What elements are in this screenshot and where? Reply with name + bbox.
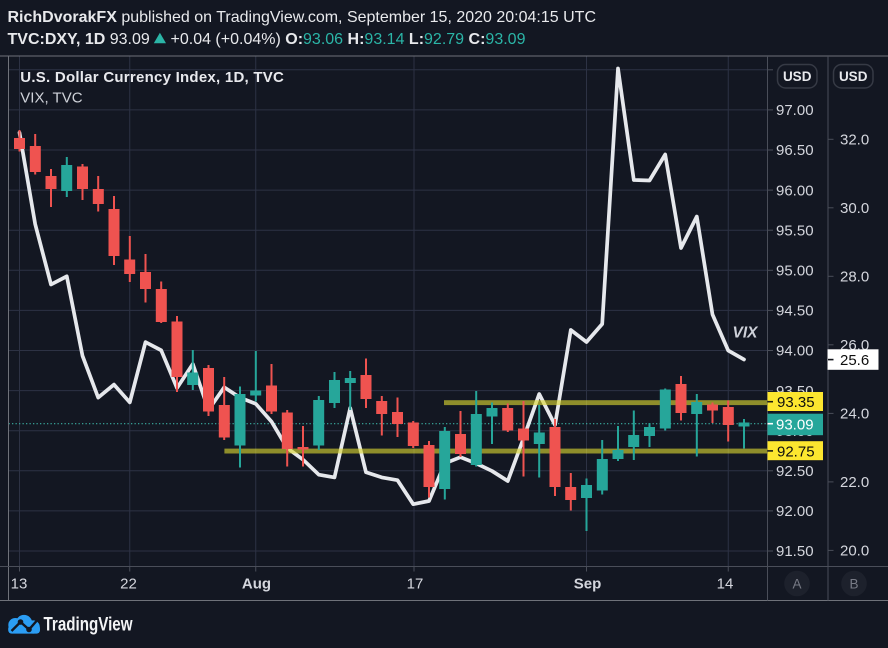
svg-text:+0.04 (+0.04%) O:93.06 H:93.14: +0.04 (+0.04%) O:93.06 H:93.14 L:92.79 C…	[171, 31, 526, 48]
svg-text:94.00: 94.00	[776, 343, 814, 360]
svg-text:A: A	[792, 576, 801, 591]
svg-text:94.50: 94.50	[776, 303, 814, 320]
svg-text:93.09: 93.09	[776, 417, 814, 434]
svg-text:92.50: 92.50	[776, 463, 814, 480]
svg-text:95.00: 95.00	[776, 263, 814, 280]
svg-text:22.0: 22.0	[840, 474, 869, 491]
svg-text:USD: USD	[839, 69, 868, 84]
svg-text:17: 17	[407, 576, 424, 593]
svg-text:USD: USD	[783, 69, 812, 84]
svg-text:93.35: 93.35	[777, 394, 815, 411]
svg-text:92.75: 92.75	[777, 443, 815, 460]
svg-text:VIX: VIX	[733, 325, 760, 342]
svg-text:VIX, TVC: VIX, TVC	[20, 89, 82, 106]
svg-text:32.0: 32.0	[840, 132, 869, 149]
svg-text:Aug: Aug	[242, 576, 271, 593]
svg-text:22: 22	[120, 576, 137, 593]
svg-text:20.0: 20.0	[840, 543, 869, 560]
svg-text:30.0: 30.0	[840, 200, 869, 217]
svg-text:96.50: 96.50	[776, 142, 814, 159]
svg-text:TradingView: TradingView	[44, 614, 134, 636]
svg-text:24.0: 24.0	[840, 406, 869, 423]
svg-text:B: B	[849, 576, 858, 591]
svg-text:96.00: 96.00	[776, 182, 814, 199]
svg-text:RichDvorakFX published on Trad: RichDvorakFX published on TradingView.co…	[8, 9, 597, 26]
svg-text:25.6: 25.6	[840, 352, 869, 369]
svg-text:92.00: 92.00	[776, 503, 814, 520]
svg-text:Sep: Sep	[574, 576, 602, 593]
svg-text:TVC:DXY, 1D 93.09: TVC:DXY, 1D 93.09	[8, 31, 150, 48]
svg-text:95.50: 95.50	[776, 222, 814, 239]
svg-text:28.0: 28.0	[840, 269, 869, 286]
svg-text:U.S. Dollar Currency Index, 1D: U.S. Dollar Currency Index, 1D, TVC	[20, 69, 284, 86]
svg-text:14: 14	[717, 576, 734, 593]
svg-text:91.50: 91.50	[776, 543, 814, 560]
svg-text:13: 13	[11, 576, 28, 593]
svg-text:97.00: 97.00	[776, 102, 814, 119]
